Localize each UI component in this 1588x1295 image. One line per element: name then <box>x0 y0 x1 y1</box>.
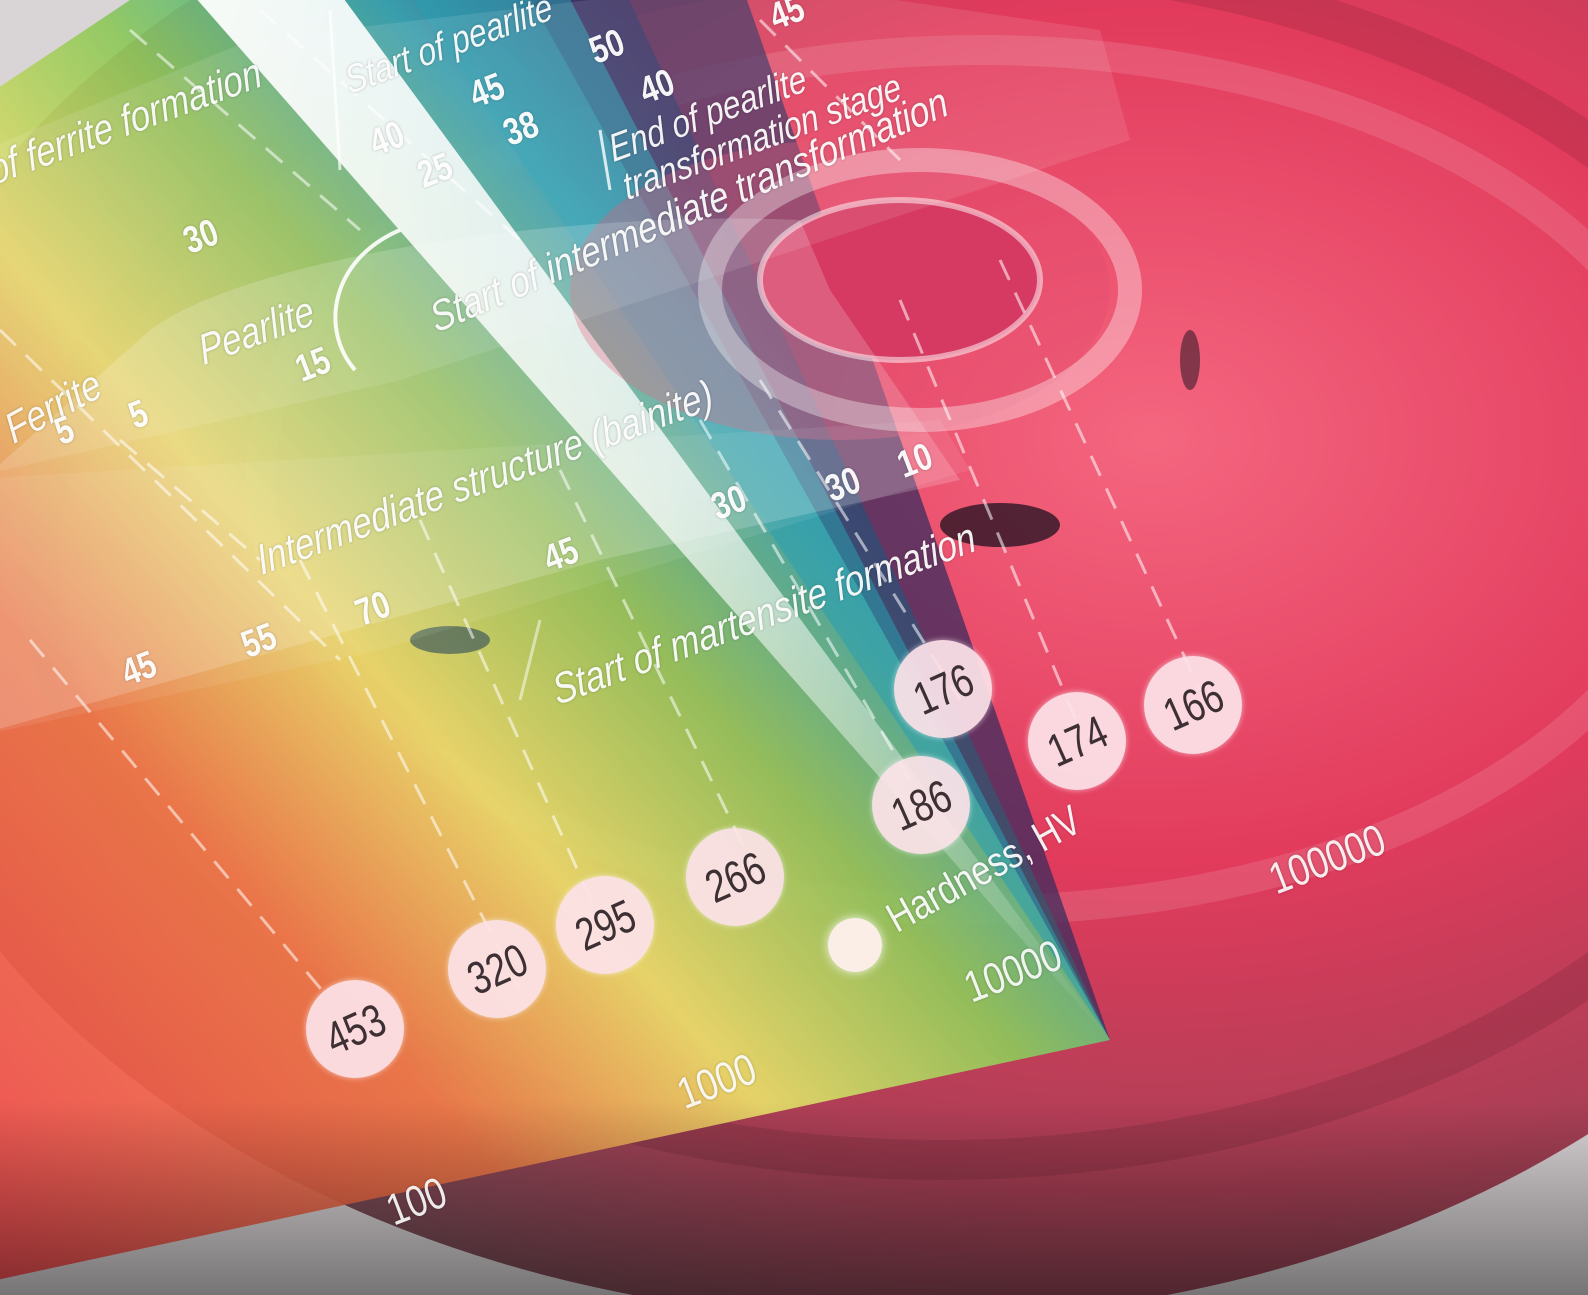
hardness-value: 176 <box>905 653 981 725</box>
hardness-marker-dot <box>828 918 882 972</box>
hardness-value: 453 <box>317 993 393 1065</box>
hardness-bubble: 320 <box>448 920 546 1018</box>
hardness-bubble: 186 <box>872 756 970 854</box>
hardness-value: 320 <box>459 933 535 1005</box>
hardness-bubble: 174 <box>1028 692 1126 790</box>
hardness-value: 266 <box>697 841 773 913</box>
hardness-value: 174 <box>1039 705 1115 777</box>
hardness-bubble: 295 <box>556 876 654 974</box>
hardness-bubble: 176 <box>894 640 992 738</box>
hardness-value: 186 <box>883 769 959 841</box>
hardness-bubble: 166 <box>1144 656 1242 754</box>
hardness-bubble: 453 <box>306 980 404 1078</box>
hardness-value: 295 <box>567 889 643 961</box>
hardness-bubble: 266 <box>686 828 784 926</box>
hardness-value: 166 <box>1155 669 1231 741</box>
